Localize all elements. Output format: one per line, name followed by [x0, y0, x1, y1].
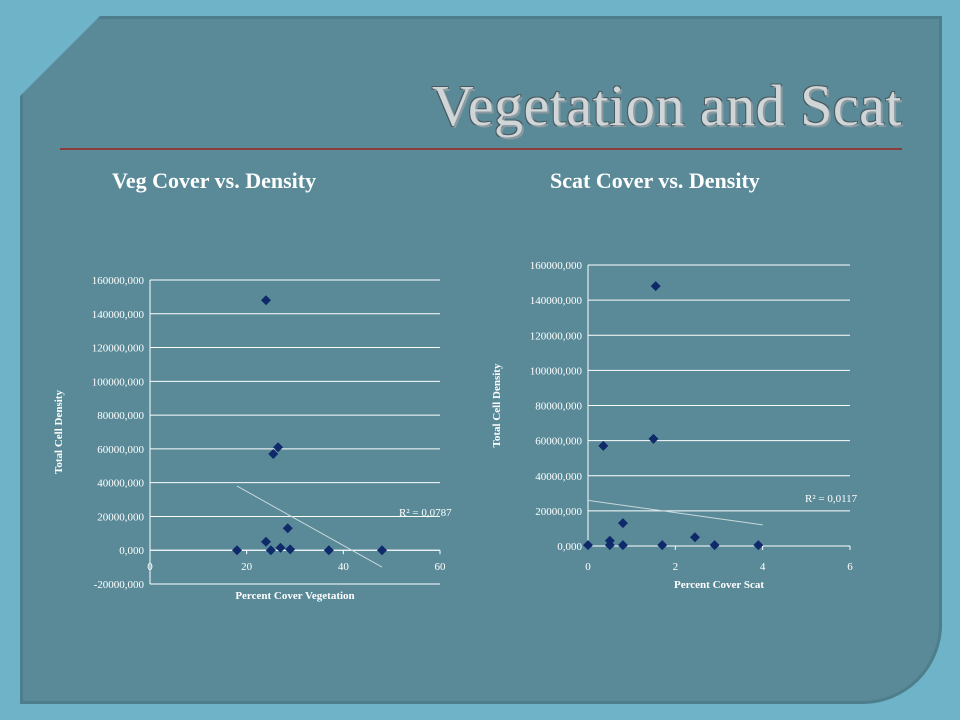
veg-data-point [268, 448, 279, 459]
veg-x-axis-title: Percent Cover Vegetation [235, 590, 354, 602]
slide: Vegetation and Scat [20, 16, 942, 704]
veg-data-point [261, 295, 271, 306]
veg-data-point [273, 442, 284, 453]
veg-x-tick-label: 20 [241, 561, 253, 573]
veg-data-point [377, 545, 387, 556]
veg-x-tick-label: 40 [338, 561, 350, 573]
veg-y-tick-label: 20000,000 [97, 511, 144, 523]
veg-y-tick-label: 40000,000 [97, 478, 144, 490]
veg-y-tick-label: 140000,000 [92, 309, 145, 321]
veg-y-tick-label: 0,000 [119, 545, 144, 557]
slide-corner [20, 16, 100, 96]
veg-trendline [236, 485, 383, 568]
title-divider [60, 148, 902, 150]
veg-y-tick-label: 60000,000 [97, 444, 144, 456]
chart-title-scat: Scat Cover vs. Density [550, 168, 760, 193]
veg-r-squared-label: R² = 0,0787 [399, 507, 452, 519]
veg-y-tick-label: -20000,000 [94, 579, 145, 591]
veg-data-point [323, 545, 334, 556]
veg-data-point [265, 545, 276, 556]
veg-data-point [275, 542, 286, 553]
veg-y-axis-title: Total Cell Density [53, 390, 65, 474]
veg-y-tick-label: 160000,000 [92, 275, 145, 287]
veg-y-tick-label: 120000,000 [92, 343, 145, 355]
veg-y-tick-label: 80000,000 [97, 410, 144, 422]
veg-data-point [285, 544, 296, 555]
chart-title-veg: Veg Cover vs. Density [112, 168, 317, 193]
veg-data-point [261, 536, 271, 547]
slide-title: Vegetation and Scat [431, 73, 902, 138]
veg-data-point [282, 523, 293, 534]
veg-data-point [232, 545, 242, 556]
veg-y-tick-label: 100000,000 [92, 376, 145, 388]
veg-x-tick-label: 60 [435, 561, 447, 573]
veg-x-tick-label: 0 [147, 561, 153, 573]
